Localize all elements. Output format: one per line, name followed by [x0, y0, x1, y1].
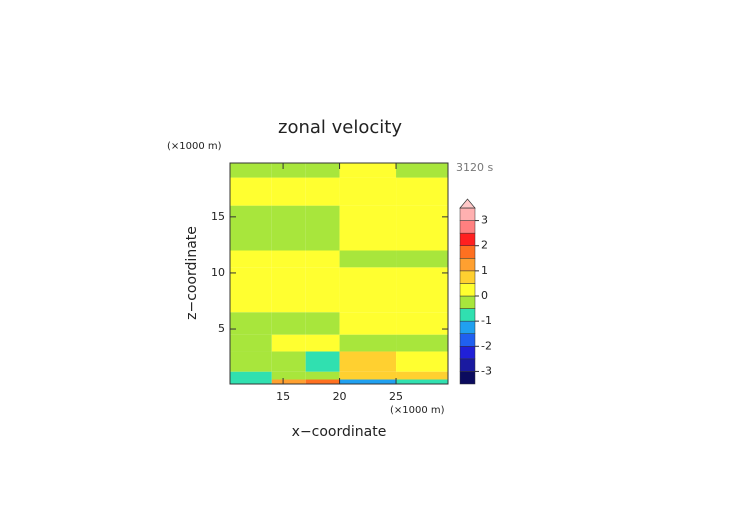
- contour-cell: [339, 267, 397, 313]
- contour-cell: [271, 379, 306, 384]
- contour-cell: [339, 379, 397, 384]
- contour-cell: [305, 334, 340, 352]
- x-tick-label: 15: [276, 390, 290, 403]
- contour-cell: [230, 371, 272, 380]
- y-tick-label: 5: [218, 322, 225, 335]
- contour-cell: [305, 371, 340, 380]
- plot-frame: [229, 162, 449, 385]
- colorbar-segment: [459, 320, 476, 334]
- contour-cell: [271, 177, 306, 206]
- contour-cell: [305, 312, 340, 335]
- contour-cell: [339, 205, 397, 251]
- contour-cell: [339, 163, 397, 178]
- colorbar-segment: [459, 245, 476, 259]
- contour-cell: [230, 351, 272, 372]
- colorbar-tick-label: 3: [481, 214, 488, 227]
- colorbar-segment: [459, 308, 476, 322]
- colorbar-extend: [459, 198, 476, 209]
- colorbar-tick-label: -3: [481, 364, 492, 377]
- contour-cell: [396, 351, 448, 372]
- y-unit: (×1000 m): [167, 141, 222, 152]
- contour-cell: [271, 334, 306, 352]
- colorbar-segment: [459, 283, 476, 297]
- contour-cell: [305, 205, 340, 251]
- contour-cell: [339, 371, 397, 380]
- contour-cell: [305, 177, 340, 206]
- contour-cell: [339, 351, 397, 372]
- contour-cell: [396, 250, 448, 268]
- colorbar-tick-label: -2: [481, 339, 492, 352]
- contour-cell: [271, 163, 306, 178]
- contour-cell: [271, 250, 306, 268]
- contour-cell: [305, 379, 340, 384]
- colorbar-segment: [459, 333, 476, 347]
- contour-cell: [396, 177, 448, 206]
- contour-cell: [230, 163, 272, 178]
- contour-cell: [271, 371, 306, 380]
- contour-cell: [396, 267, 448, 313]
- contour-cell: [271, 205, 306, 251]
- contour-cell: [230, 205, 272, 251]
- contour-cell: [305, 351, 340, 372]
- contour-cell: [339, 250, 397, 268]
- contour-cell: [230, 267, 272, 313]
- contour-cell: [339, 177, 397, 206]
- x-axis-label: x−coordinate: [292, 424, 387, 440]
- contour-cell: [271, 267, 306, 313]
- y-tick-label: 10: [211, 266, 225, 279]
- colorbar-segment: [459, 295, 476, 309]
- contour-cell: [339, 312, 397, 335]
- colorbar-tick-label: 1: [481, 264, 488, 277]
- colorbar-tick-label: 2: [481, 239, 488, 252]
- contour-cell: [339, 334, 397, 352]
- chart-title: zonal velocity: [278, 117, 402, 138]
- contour-cell: [396, 312, 448, 335]
- colorbar-segment: [459, 258, 476, 272]
- colorbar-segment: [459, 232, 476, 246]
- colorbar-tick-label: 0: [481, 289, 488, 302]
- contour-cell: [230, 379, 272, 384]
- contour-cell: [271, 351, 306, 372]
- colorbar-segment: [459, 270, 476, 284]
- y-tick-label: 15: [211, 210, 225, 223]
- colorbar-segment: [459, 346, 476, 360]
- x-tick-label: 20: [333, 390, 347, 403]
- contour-cell: [271, 312, 306, 335]
- colorbar-segment: [459, 358, 476, 372]
- x-unit: (×1000 m): [390, 405, 445, 416]
- colorbar-segment: [459, 371, 476, 385]
- contour-cell: [230, 312, 272, 335]
- contour-cell: [305, 267, 340, 313]
- contour-cell: [396, 205, 448, 251]
- colorbar-segment: [459, 207, 476, 221]
- colorbar-segment: [459, 220, 476, 234]
- x-tick-label: 25: [389, 390, 403, 403]
- contour-cell: [305, 250, 340, 268]
- contour-cell: [396, 334, 448, 352]
- contour-cell: [396, 371, 448, 380]
- contour-cell: [396, 163, 448, 178]
- y-axis-label: z−coordinate: [184, 226, 200, 320]
- contour-cell: [230, 250, 272, 268]
- contour-cell: [396, 379, 448, 384]
- time-label: 3120 s: [456, 161, 493, 174]
- colorbar-tick-label: -1: [481, 314, 492, 327]
- contour-cell: [305, 163, 340, 178]
- contour-cell: [230, 334, 272, 352]
- contour-cell: [230, 177, 272, 206]
